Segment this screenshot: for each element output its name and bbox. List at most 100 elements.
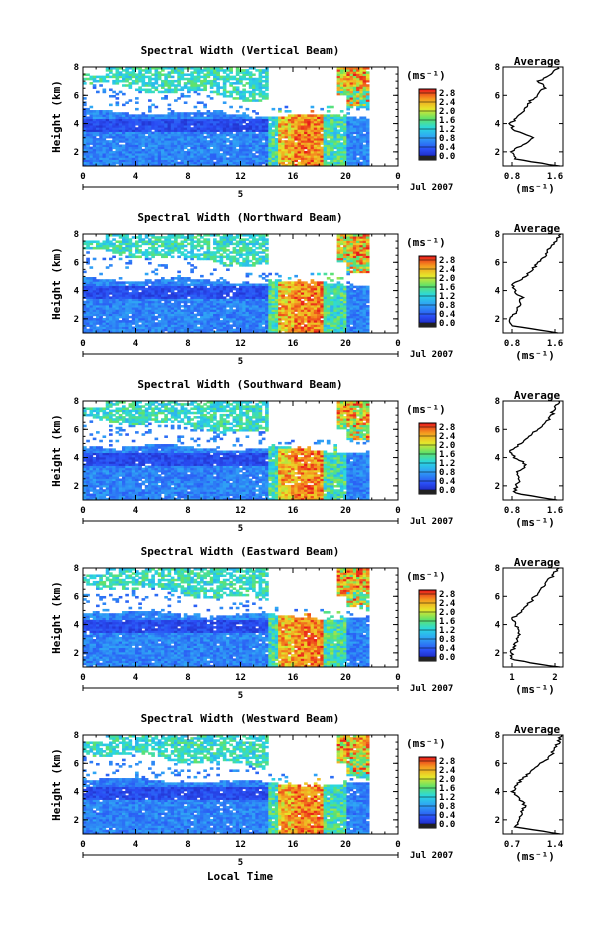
profile-x-tick-label: 0.7 [504,840,520,850]
heatmap-cells [83,234,370,334]
date-marker: 5 [238,190,243,200]
date-marker: 5 [238,858,243,868]
x-tick-label: 8 [185,840,190,850]
colorbar-unit: (ms⁻¹) [406,570,446,583]
y-tick-label: 4 [74,454,80,464]
profile-unit: (ms⁻¹) [515,516,555,529]
profile-y-tick-label: 4 [495,120,501,130]
profile-y-tick-label: 8 [495,397,500,407]
x-tick-label: 0 [395,673,400,683]
profile-y-tick-label: 2 [495,482,500,492]
colorbar-tick-label: 2.8 [439,89,455,99]
y-axis-label: Height (km) [50,247,63,320]
colorbar-unit: (ms⁻¹) [406,236,446,249]
profile-x-tick-label: 1.6 [547,339,563,349]
x-tick-label: 16 [288,339,299,349]
x-tick-label: 8 [185,339,190,349]
profile-title: Average [514,389,561,402]
x-tick-label: 20 [340,339,351,349]
profile-x-tick-label: 0.8 [504,172,520,182]
x-tick-label: 8 [185,673,190,683]
profile-unit: (ms⁻¹) [515,683,555,696]
profile-y-tick-label: 6 [495,91,500,101]
colorbar-tick-label: 2.4 [439,766,456,776]
y-tick-label: 4 [74,621,80,631]
x-tick-label: 20 [340,172,351,182]
profile-x-tick-label: 0.8 [504,339,520,349]
y-tick-label: 8 [74,63,79,73]
colorbar-tick-label: 0.8 [439,635,455,645]
profile-frame [502,400,564,501]
xlabel-local-time: Local Time [207,870,274,883]
profile-y-tick-label: 6 [495,759,500,769]
colorbar-tick-label: 2.4 [439,265,456,275]
profile-y-tick-label: 8 [495,230,500,240]
profile-frame [502,567,564,668]
heatmap-cells [83,401,370,501]
profile-y-tick-label: 6 [495,258,500,268]
x-tick-label: 12 [235,339,246,349]
y-tick-label: 4 [74,788,80,798]
profile-unit: (ms⁻¹) [515,182,555,195]
colorbar-tick-label: 0.8 [439,802,455,812]
colorbar-tick-label: 1.2 [439,459,455,469]
date-label: Jul 2007 [410,684,453,694]
colorbar-tick-label: 0.8 [439,301,455,311]
y-axis-label: Height (km) [50,748,63,821]
y-tick-label: 4 [74,120,80,130]
colorbar-tick-label: 0.0 [439,653,455,663]
x-tick-label: 4 [133,339,139,349]
profile-x-tick-label: 1.6 [547,506,563,516]
profile-line [509,734,563,835]
colorbar-tick-label: 0.4 [439,310,456,320]
profile-y-tick-label: 4 [495,621,501,631]
profile-y-tick-label: 2 [495,816,500,826]
colorbar-tick-label: 1.6 [439,617,455,627]
profile-x-tick-label: 0.8 [504,506,520,516]
panel-title: Spectral Width (Eastward Beam) [141,545,340,558]
x-tick-label: 16 [288,506,299,516]
y-tick-label: 6 [74,258,79,268]
profile-x-tick-label: 1 [509,673,514,683]
colorbar-tick-label: 2.4 [439,599,456,609]
y-tick-label: 4 [74,287,80,297]
profile-x-tick-label: 1.4 [547,840,564,850]
profile-frame [502,734,564,835]
colorbar-tick-label: 1.2 [439,793,455,803]
y-axis-label: Height (km) [50,80,63,153]
x-tick-label: 0 [395,172,400,182]
panel-2: Spectral Width (Northward Beam)0 4 8 12 16 20… [50,211,564,367]
date-label: Jul 2007 [410,851,453,861]
profile-title: Average [514,723,561,736]
x-tick-label: 0 [80,339,85,349]
x-tick-label: 0 [395,339,400,349]
colorbar-bottom [419,657,436,661]
y-tick-label: 2 [74,148,79,158]
y-tick-label: 6 [74,759,79,769]
colorbar-tick-label: 1.6 [439,116,455,126]
colorbar-tick-label: 2.0 [439,107,455,117]
colorbar-tick-label: 0.8 [439,468,455,478]
profile-line [508,400,561,501]
colorbar-tick-label: 2.8 [439,590,455,600]
y-tick-label: 6 [74,592,79,602]
colorbar-tick-label: 1.2 [439,125,455,135]
colorbar-tick-label: 2.8 [439,757,455,767]
colorbar-tick-label: 2.8 [439,423,455,433]
colorbar-tick-label: 0.0 [439,820,455,830]
profile-y-tick-label: 2 [495,148,500,158]
colorbar-unit: (ms⁻¹) [406,737,446,750]
y-axis-label: Height (km) [50,414,63,487]
profile-y-tick-label: 4 [495,454,501,464]
colorbar-bottom [419,323,436,327]
profile-y-tick-label: 6 [495,592,500,602]
y-axis-label: Height (km) [50,581,63,654]
y-tick-label: 2 [74,649,79,659]
x-tick-label: 0 [80,673,85,683]
y-tick-label: 8 [74,731,79,741]
profile-frame [502,233,564,334]
colorbar-tick-label: 1.2 [439,292,455,302]
colorbar-tick-label: 2.8 [439,256,455,266]
colorbar-bottom [419,824,436,828]
colorbar-tick-label: 2.0 [439,608,455,618]
